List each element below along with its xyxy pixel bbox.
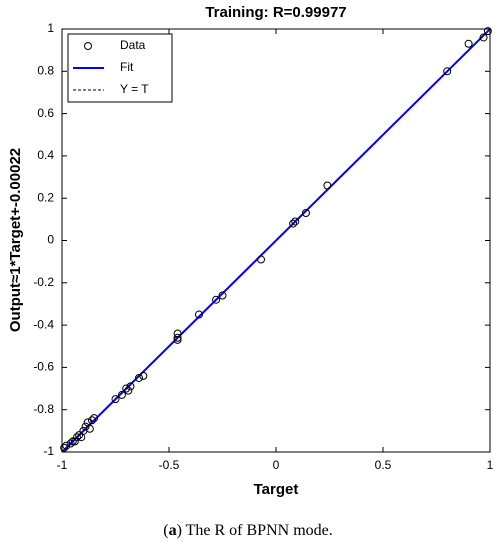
x-tick-label: 1: [487, 458, 494, 472]
y-tick-label: -0.8: [33, 402, 54, 416]
y-axis-label: Output≈1*Target+-0.00022: [7, 148, 24, 332]
data-point: [479, 33, 488, 42]
y-tick-label: 0.8: [37, 63, 54, 77]
plot-frame: [61, 28, 491, 453]
caption-label: a: [169, 522, 177, 539]
data-point: [85, 424, 94, 433]
x-axis-label: Target: [254, 481, 299, 498]
data-point: [68, 437, 77, 446]
y-tick-label: 1: [47, 21, 54, 35]
data-point: [194, 310, 203, 319]
data-point: [122, 384, 131, 393]
data-point: [301, 209, 310, 218]
data-point: [117, 390, 126, 399]
data-point: [323, 181, 332, 190]
x-tick-label: -1: [57, 458, 68, 472]
y-tick-label: 0: [47, 233, 54, 247]
data-point: [173, 333, 182, 342]
data-point: [218, 291, 227, 300]
x-tick-label: -0.5: [159, 458, 180, 472]
x-tick-label: 0.5: [375, 458, 392, 472]
data-point: [111, 395, 120, 404]
legend-label: Y = T: [120, 82, 149, 96]
data-point: [443, 67, 452, 76]
chart-title: Training: R=0.99977: [205, 4, 346, 21]
data-point: [135, 373, 144, 382]
fit-line: [61, 28, 491, 453]
y-tick-label: -0.6: [33, 360, 54, 374]
data-point: [81, 422, 90, 431]
data-point: [289, 219, 298, 228]
data-point: [139, 371, 148, 380]
data-point: [62, 441, 71, 450]
data-point: [126, 382, 135, 391]
data-point: [87, 416, 96, 425]
y-tick-label: 0.6: [37, 106, 54, 120]
data-point: [66, 439, 75, 448]
data-point: [173, 329, 182, 338]
data-point: [72, 433, 81, 442]
data-point: [173, 335, 182, 344]
data-point: [291, 217, 300, 226]
x-tick-label: 0: [273, 458, 280, 472]
caption-text: ) The R of BPNN mode.: [177, 522, 333, 539]
data-point: [60, 443, 69, 452]
data-point: [75, 431, 84, 440]
y-tick-label: 0.2: [37, 190, 54, 204]
y-tick-label: -1: [43, 444, 54, 458]
data-point: [70, 437, 79, 446]
y-tick-label: -0.4: [33, 317, 54, 331]
data-point: [483, 27, 492, 36]
data-point: [124, 386, 133, 395]
y-tick-label: 0.4: [37, 148, 54, 162]
data-point: [90, 414, 99, 423]
caption: (a) The R of BPNN mode.: [163, 522, 332, 539]
legend-label: Fit: [120, 60, 134, 74]
legend-marker: [84, 42, 92, 50]
data-point: [212, 295, 221, 304]
caption-prefix: (: [163, 522, 168, 539]
data-point: [257, 255, 266, 264]
data-point: [464, 39, 473, 48]
y-tick-label: -0.2: [33, 275, 54, 289]
legend-label: Data: [120, 38, 146, 52]
